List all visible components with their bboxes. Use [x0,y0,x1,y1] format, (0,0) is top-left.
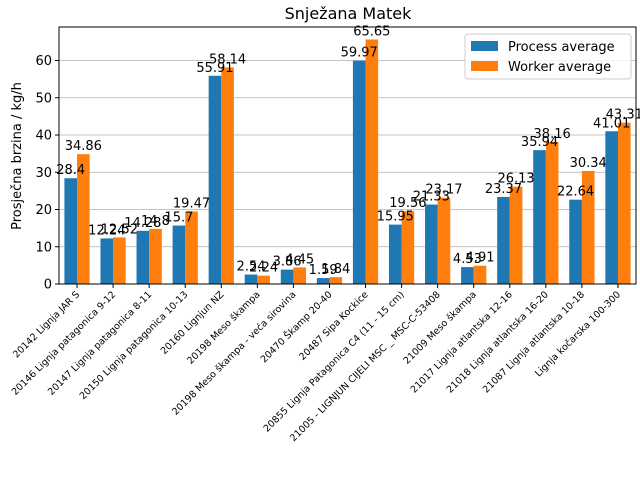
bar-value-label: 35.94 [521,135,558,150]
worker-average-bar [257,275,270,284]
bar-value-label: 3.86 [273,255,302,270]
process-average-bar [497,196,510,284]
bar-value-label: 23.17 [425,183,462,198]
legend-label: Worker average [508,60,611,75]
chart-title: Snježana Matek [285,4,413,23]
worker-average-bar [401,211,415,284]
process-average-bar [100,238,114,284]
y-tick-label: 10 [35,240,52,255]
bar-value-label: 28.4 [56,163,85,178]
legend-swatch [471,41,498,51]
process-average-bar [352,60,366,284]
bar-value-label: 19.56 [389,196,426,211]
worker-average-bar [617,122,631,284]
bar-value-label: 65.65 [353,24,390,39]
y-tick-label: 60 [35,54,52,69]
bar-value-label: 2.24 [249,261,278,276]
bar-value-label: 14.8 [141,214,170,229]
worker-average-bar [185,211,198,284]
worker-average-bar [329,277,343,284]
process-average-bar [605,131,618,284]
worker-average-bar [437,197,451,284]
worker-average-bar [77,154,90,284]
process-average-bar [172,225,186,284]
x-tick-label: 20142 Lignja JAR S [11,289,82,360]
worker-average-bar [113,237,126,284]
bar-value-label: 38.16 [534,127,571,142]
y-tick-label: 30 [35,166,52,181]
bar-value-label: 55.91 [196,61,233,76]
bar-value-label: 43.31 [606,108,640,123]
process-average-bar [569,199,582,284]
worker-average-bar [293,267,307,284]
y-tick-label: 50 [35,91,52,106]
process-average-bar [136,230,150,284]
process-average-bar [388,224,402,284]
bar-value-label: 21.33 [413,190,450,205]
y-axis-label: Prosječna brzina / kg/h [10,82,25,230]
process-average-bar [425,204,438,284]
bar-value-label: 23.37 [485,182,522,197]
worker-average-bar [545,141,559,284]
x-tick-label: 20487 Sipa Kockice [297,289,370,362]
plot-frame [58,26,637,285]
bar-value-label: 4.53 [453,252,482,267]
bar-value-label: 26.13 [497,172,534,187]
bar-value-label: 19.47 [173,196,210,211]
y-tick-label: 20 [35,203,52,218]
bar-value-label: 41.01 [593,116,630,131]
bars-layer [64,39,631,285]
y-tick-label: 0 [44,278,52,293]
worker-average-bar [581,170,595,284]
bar-value-label: 15.7 [164,211,193,226]
bar-value-label: 14.28 [124,216,161,231]
x-tick-label: 20160 Lignjun NZ [159,289,227,357]
y-tick-label: 40 [35,129,52,144]
process-average-bar [280,269,294,284]
worker-average-bar [149,228,162,284]
process-average-bar [533,150,546,284]
process-average-bar [244,274,258,284]
legend-label: Process average [508,40,615,55]
worker-average-bar [221,67,234,285]
bar-value-label: 34.86 [65,139,102,154]
legend-swatch [471,61,498,71]
bar-value-label: 59.97 [341,46,378,61]
process-average-bar [316,278,330,284]
bar-value-label: 2.54 [237,260,266,275]
bar-value-label: 12.52 [101,222,138,237]
process-average-bar [64,178,78,284]
process-average-bar [461,267,474,284]
x-tick-label: 20470 Škamp 20-40 [258,289,335,366]
bar-value-label: 30.34 [570,156,607,171]
worker-average-bar [509,186,523,284]
bar-value-label: 4.45 [285,252,314,267]
worker-average-bar [473,265,487,284]
bar-value-label: 22.64 [557,185,594,200]
bar-value-label: 58.14 [209,52,246,67]
bar-value-label: 1.84 [321,262,350,277]
bar-value-label: 1.59 [309,263,338,278]
worker-average-bar [365,39,379,284]
bar-value-label: 12.24 [88,223,125,238]
process-average-bar [208,75,222,284]
bar-value-label: 15.95 [377,210,414,225]
legend: Process average Worker average [464,33,632,80]
legend-box [464,33,632,80]
bar-value-label: 4.91 [466,251,495,266]
